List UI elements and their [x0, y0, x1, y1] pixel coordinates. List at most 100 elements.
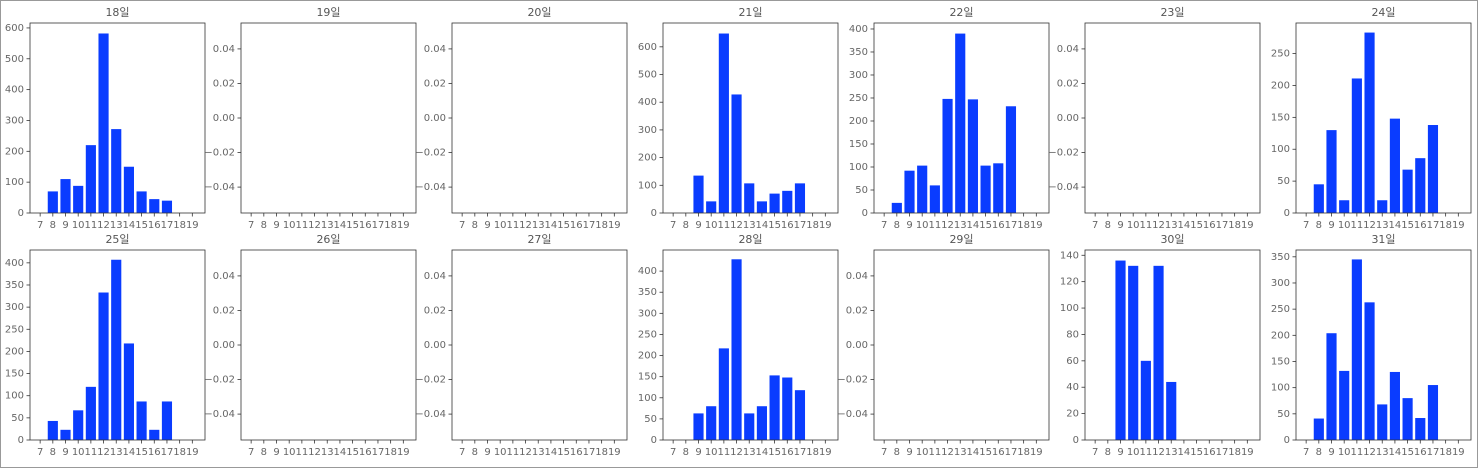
chart-title: 27일 — [527, 232, 551, 246]
x-tick-label: 12 — [730, 447, 743, 458]
x-tick-label: 12 — [1152, 220, 1165, 231]
y-tick-label: 300 — [5, 302, 24, 313]
x-tick-label: 10 — [494, 447, 507, 458]
x-tick-label: 18 — [806, 447, 819, 458]
bar — [904, 170, 915, 213]
y-tick-label: 400 — [5, 85, 24, 96]
x-tick-label: 14 — [545, 220, 558, 231]
y-tick-label: 350 — [1271, 252, 1290, 263]
y-tick-label: −0.04 — [1048, 182, 1079, 193]
x-tick-label: 11 — [929, 220, 942, 231]
y-tick-label: 0.04 — [213, 271, 235, 282]
x-tick-label: 17 — [583, 220, 596, 231]
x-tick-label: 10 — [283, 447, 296, 458]
bar — [1402, 169, 1413, 213]
y-tick-label: 200 — [5, 346, 24, 357]
bar — [706, 406, 717, 440]
x-tick-label: 15 — [979, 447, 992, 458]
x-tick-label: 8 — [50, 220, 56, 231]
y-tick-label: 0.00 — [213, 340, 235, 351]
x-tick-label: 8 — [1105, 220, 1111, 231]
y-tick-label: 600 — [638, 42, 657, 53]
axes-frame — [451, 249, 628, 441]
x-tick-label: 8 — [1316, 220, 1322, 231]
x-tick-label: 10 — [1338, 220, 1351, 231]
x-tick-label: 11 — [1140, 447, 1153, 458]
x-tick-label: 11 — [718, 220, 731, 231]
y-tick-label: 0.02 — [424, 305, 446, 316]
chart-title: 24일 — [1371, 5, 1395, 19]
x-tick-label: 13 — [743, 220, 756, 231]
y-tick-label: 400 — [849, 24, 868, 35]
x-tick-label: 17 — [372, 220, 385, 231]
bar — [1351, 259, 1362, 440]
y-tick-label: 300 — [1271, 278, 1290, 289]
bar — [85, 145, 96, 213]
x-tick-label: 13 — [110, 220, 123, 231]
bar — [1339, 370, 1350, 440]
y-tick-label: 300 — [638, 308, 657, 319]
x-tick-label: 15 — [346, 447, 359, 458]
x-tick-label: 13 — [1165, 447, 1178, 458]
x-tick-label: 16 — [781, 447, 794, 458]
x-tick-label: 16 — [992, 220, 1005, 231]
x-tick-label: 9 — [62, 220, 68, 231]
x-tick-label: 10 — [916, 447, 929, 458]
x-tick-label: 18 — [1017, 447, 1030, 458]
y-tick-label: 200 — [1271, 80, 1290, 91]
axes-frame — [1084, 22, 1261, 214]
y-tick-label: 350 — [849, 47, 868, 58]
y-tick-label: 0.04 — [424, 44, 446, 55]
x-tick-label: 18 — [1439, 447, 1452, 458]
y-tick-label: 50 — [1277, 176, 1290, 187]
x-tick-label: 15 — [1401, 220, 1414, 231]
x-tick-label: 9 — [273, 220, 279, 231]
bar — [111, 129, 122, 213]
x-tick-label: 7 — [881, 447, 887, 458]
y-tick-label: 200 — [5, 146, 24, 157]
bar — [136, 191, 147, 213]
x-tick-label: 7 — [881, 220, 887, 231]
bar — [794, 183, 806, 213]
y-tick-label: 0.04 — [213, 44, 235, 55]
x-tick-label: 9 — [695, 220, 701, 231]
x-tick-label: 17 — [372, 447, 385, 458]
x-tick-label: 8 — [261, 447, 267, 458]
y-tick-label: 0.00 — [1057, 113, 1079, 124]
x-tick-label: 15 — [557, 220, 570, 231]
x-tick-label: 10 — [72, 220, 85, 231]
x-tick-label: 9 — [1328, 447, 1334, 458]
x-tick-label: 7 — [1092, 447, 1098, 458]
x-tick-label: 8 — [472, 220, 478, 231]
x-tick-label: 16 — [1414, 447, 1427, 458]
x-tick-label: 12 — [97, 220, 110, 231]
x-tick-label: 13 — [532, 447, 545, 458]
chart-title: 25일 — [105, 232, 129, 246]
bar — [1140, 360, 1151, 440]
y-tick-label: 0 — [1073, 435, 1079, 446]
y-tick-label: 300 — [5, 115, 24, 126]
y-tick-label: 100 — [5, 391, 24, 402]
x-tick-label: 9 — [484, 447, 490, 458]
y-tick-label: 0.04 — [1057, 44, 1079, 55]
x-tick-label: 11 — [1140, 220, 1153, 231]
y-tick-label: 200 — [638, 153, 657, 164]
y-tick-label: 100 — [1060, 303, 1079, 314]
y-tick-label: 350 — [5, 280, 24, 291]
y-tick-label: 100 — [1271, 383, 1290, 394]
x-tick-label: 19 — [608, 447, 621, 458]
x-tick-label: 14 — [967, 220, 980, 231]
y-tick-label: 0.00 — [846, 340, 868, 351]
bar — [942, 98, 953, 213]
x-tick-label: 11 — [718, 447, 731, 458]
axes-frame — [451, 22, 628, 214]
x-tick-label: 15 — [768, 220, 781, 231]
x-tick-label: 17 — [1427, 447, 1440, 458]
y-tick-label: 0.00 — [424, 340, 446, 351]
x-tick-label: 14 — [967, 447, 980, 458]
x-tick-label: 17 — [161, 447, 174, 458]
x-tick-label: 11 — [1351, 447, 1364, 458]
bar — [1313, 184, 1324, 213]
y-tick-label: 100 — [638, 393, 657, 404]
chart-title: 23일 — [1160, 5, 1184, 19]
